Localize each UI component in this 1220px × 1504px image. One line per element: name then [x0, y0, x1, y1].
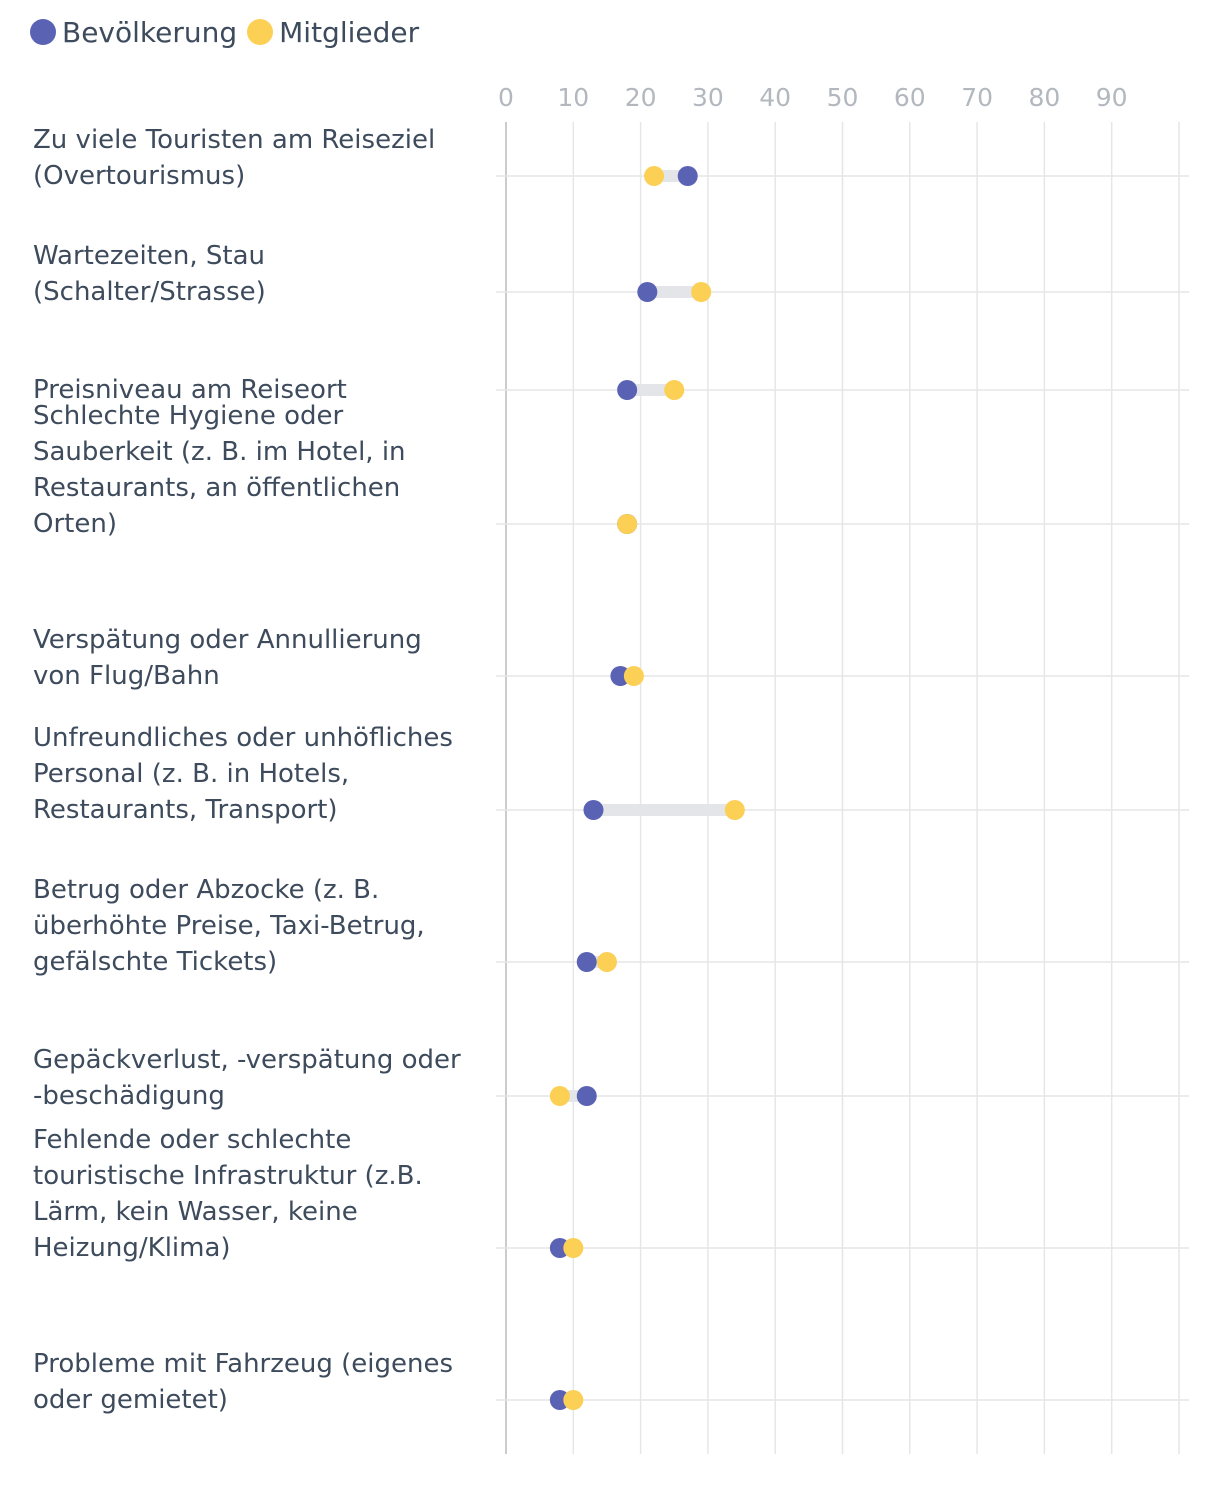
legend-item-mitglieder[interactable]: Mitglieder: [247, 16, 419, 49]
point-mitglieder: [623, 666, 644, 686]
x-tick-label: 60: [894, 83, 926, 112]
category-label: Probleme mit Fahrzeug (eigenes oder gemie…: [33, 1349, 453, 1415]
x-tick-label: 90: [1096, 83, 1128, 112]
point-mitglieder: [644, 166, 665, 186]
category-label: Schlechte Hygiene oder Sauberkeit (z. B. …: [33, 401, 406, 539]
chart-legend: Bevölkerung Mitglieder: [30, 14, 429, 50]
category-label: Gepäckverlust, -verspätung oder -beschädi…: [33, 1045, 461, 1111]
category-label: Fehlende oder schlechte touristische Infr…: [33, 1125, 423, 1263]
x-tick-label: 0: [498, 83, 514, 112]
point-bevoelkerung: [576, 1086, 597, 1106]
category-label: Betrug oder Abzocke (z. B. überhöhte Prei…: [33, 875, 425, 977]
legend-label-mitglieder: Mitglieder: [279, 15, 420, 49]
point-bevoelkerung: [576, 952, 597, 972]
point-bevoelkerung: [617, 380, 638, 400]
point-mitglieder: [596, 952, 617, 972]
legend-item-bevoelkerung[interactable]: Bevölkerung: [30, 16, 237, 49]
legend-label-bevoelkerung: Bevölkerung: [62, 15, 238, 49]
x-tick-label: 70: [961, 83, 993, 112]
category-label: Wartezeiten, Stau (Schalter/Strasse): [33, 241, 266, 307]
point-bevoelkerung: [637, 282, 658, 302]
point-mitglieder: [664, 380, 685, 400]
point-bevoelkerung: [583, 800, 604, 820]
category-label: Preisniveau am Reiseort: [33, 375, 347, 405]
point-mitglieder: [563, 1390, 584, 1410]
x-tick-label: 40: [759, 83, 791, 112]
x-tick-label: 50: [827, 83, 859, 112]
category-label: Zu viele Touristen am Reiseziel (Overtour…: [33, 125, 435, 191]
point-mitglieder: [617, 514, 638, 534]
point-mitglieder: [691, 282, 712, 302]
x-tick-label: 80: [1028, 83, 1060, 112]
x-tick-label: 10: [557, 83, 589, 112]
x-tick-label: 20: [625, 83, 657, 112]
category-label: Unfreundliches oder unhöfliches Personal …: [33, 723, 453, 825]
point-mitglieder: [549, 1086, 570, 1106]
point-mitglieder: [724, 800, 745, 820]
legend-swatch-bevoelkerung: [30, 19, 56, 45]
point-bevoelkerung: [677, 166, 698, 186]
category-label: Verspätung oder Annullierung von Flug/Bah…: [33, 625, 422, 691]
point-mitglieder: [563, 1238, 584, 1258]
x-tick-label: 30: [692, 83, 724, 112]
legend-swatch-mitglieder: [247, 19, 274, 45]
